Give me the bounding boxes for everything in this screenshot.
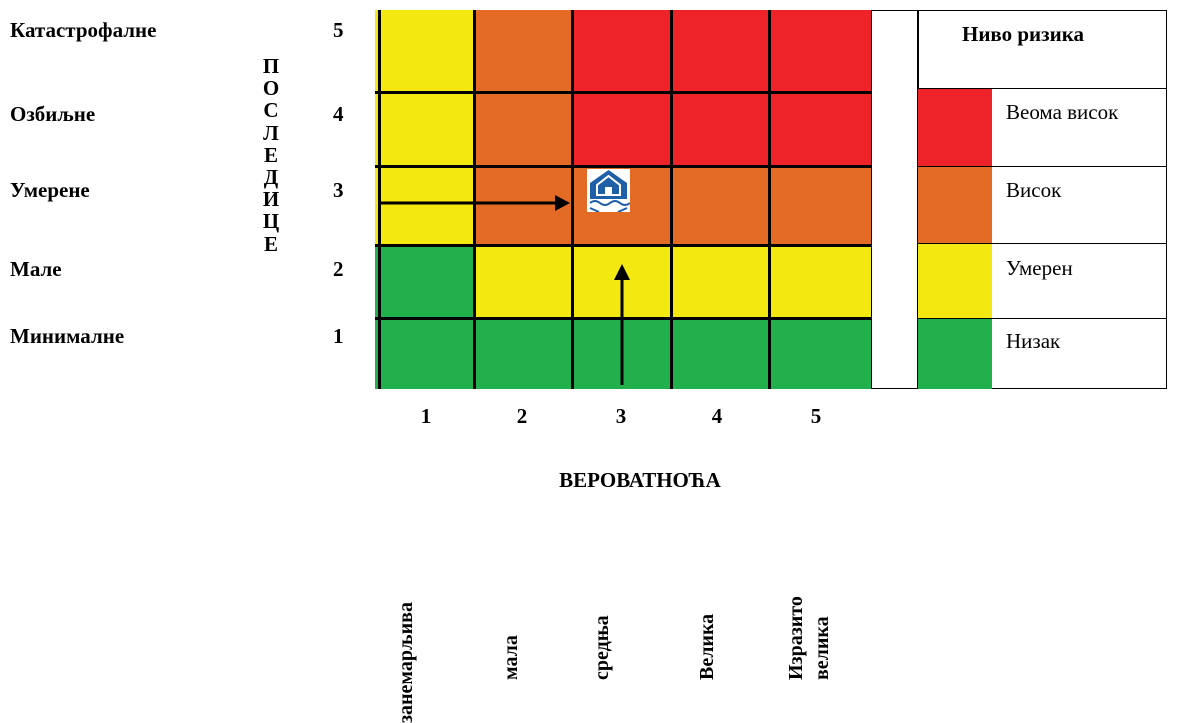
probability-description-5: Изразито велика [785, 596, 833, 680]
matrix-cell [671, 10, 769, 92]
vertical-letter: С [263, 98, 279, 123]
matrix-cell [671, 92, 769, 166]
vertical-letter: Д [263, 165, 279, 190]
legend-label-very-high: Веома висок [1006, 100, 1119, 124]
matrix-cell [474, 92, 572, 166]
matrix-cell [375, 92, 474, 166]
row-number-4: 4 [333, 102, 344, 126]
matrix-grid-line [378, 10, 381, 389]
legend-divider [917, 243, 1167, 244]
matrix-grid-line [473, 10, 476, 389]
matrix-cell [671, 166, 769, 245]
column-number-4: 4 [711, 404, 723, 428]
matrix-cell [769, 166, 871, 245]
probability-description-2: мала [500, 635, 522, 680]
consequences-vertical-label: П О С Л Е Д И Ц Е [259, 55, 283, 255]
vertical-letter: Е [263, 231, 278, 256]
matrix-cell [572, 10, 671, 92]
matrix-cell [769, 245, 871, 318]
row-label-minimal: Минималне [10, 324, 125, 348]
row-number-3: 3 [333, 178, 344, 202]
arrows-overlay [381, 195, 630, 385]
matrix-grid-line [375, 165, 871, 168]
column-number-1: 1 [420, 404, 432, 428]
column-number-2: 2 [516, 404, 528, 428]
flood-house-icon [587, 169, 631, 213]
matrix-cell [671, 318, 769, 389]
row-number-2: 2 [333, 257, 344, 281]
probability-description-4: Велика [696, 613, 718, 680]
matrix-grid-line [670, 10, 673, 389]
matrix-cell [572, 92, 671, 166]
horizontal-arrow-head [555, 195, 570, 211]
vertical-letter: И [262, 187, 280, 212]
row-number-1: 1 [333, 324, 344, 348]
row-label-minor: Мале [10, 257, 62, 281]
legend-label-high: Висок [1006, 178, 1062, 202]
vertical-arrow-head [614, 264, 630, 280]
legend-label-low: Низак [1006, 329, 1061, 353]
matrix-cell [474, 245, 572, 318]
legend-swatch-medium [918, 244, 992, 318]
matrix-cell [769, 92, 871, 166]
matrix-grid-line [571, 10, 574, 389]
matrix-cell [671, 245, 769, 318]
row-label-catastrophic: Катастрофалне [10, 18, 157, 42]
legend-divider [917, 166, 1167, 167]
column-number-3: 3 [615, 404, 627, 428]
vertical-letter: Ц [262, 209, 280, 234]
column-number-5: 5 [810, 404, 822, 428]
legend-label-medium: Умерен [1006, 256, 1073, 280]
vertical-letter: П [262, 54, 280, 78]
legend-title: Ниво ризика [962, 22, 1084, 46]
legend-divider [917, 88, 1167, 89]
vertical-letter: Е [263, 142, 278, 167]
probability-axis-title: ВЕРОВАТНОЋА [559, 468, 721, 492]
matrix-cell [375, 10, 474, 92]
legend-divider [917, 318, 1167, 319]
row-label-moderate: Умерене [10, 178, 90, 202]
matrix-cell [375, 318, 474, 389]
matrix-cell [769, 318, 871, 389]
matrix-cell [769, 10, 871, 92]
legend-swatch-high [918, 167, 992, 243]
row-label-serious: Озбиљне [10, 102, 96, 126]
vertical-letter: О [262, 76, 280, 101]
matrix-cell [474, 318, 572, 389]
vertical-letter: Л [263, 120, 279, 145]
legend-swatch-low [918, 319, 992, 389]
legend-swatch-very-high [918, 89, 992, 166]
matrix-grid-line [375, 91, 871, 94]
risk-level-legend [871, 10, 1167, 389]
matrix-cell [375, 166, 474, 245]
matrix-cell [474, 10, 572, 92]
probability-description-1: занемарљива [395, 602, 417, 723]
probability-description-3: средња [591, 615, 613, 680]
row-number-5: 5 [333, 18, 344, 42]
matrix-grid-line [768, 10, 771, 389]
matrix-cell [375, 245, 474, 318]
matrix-grid-line [375, 244, 871, 247]
